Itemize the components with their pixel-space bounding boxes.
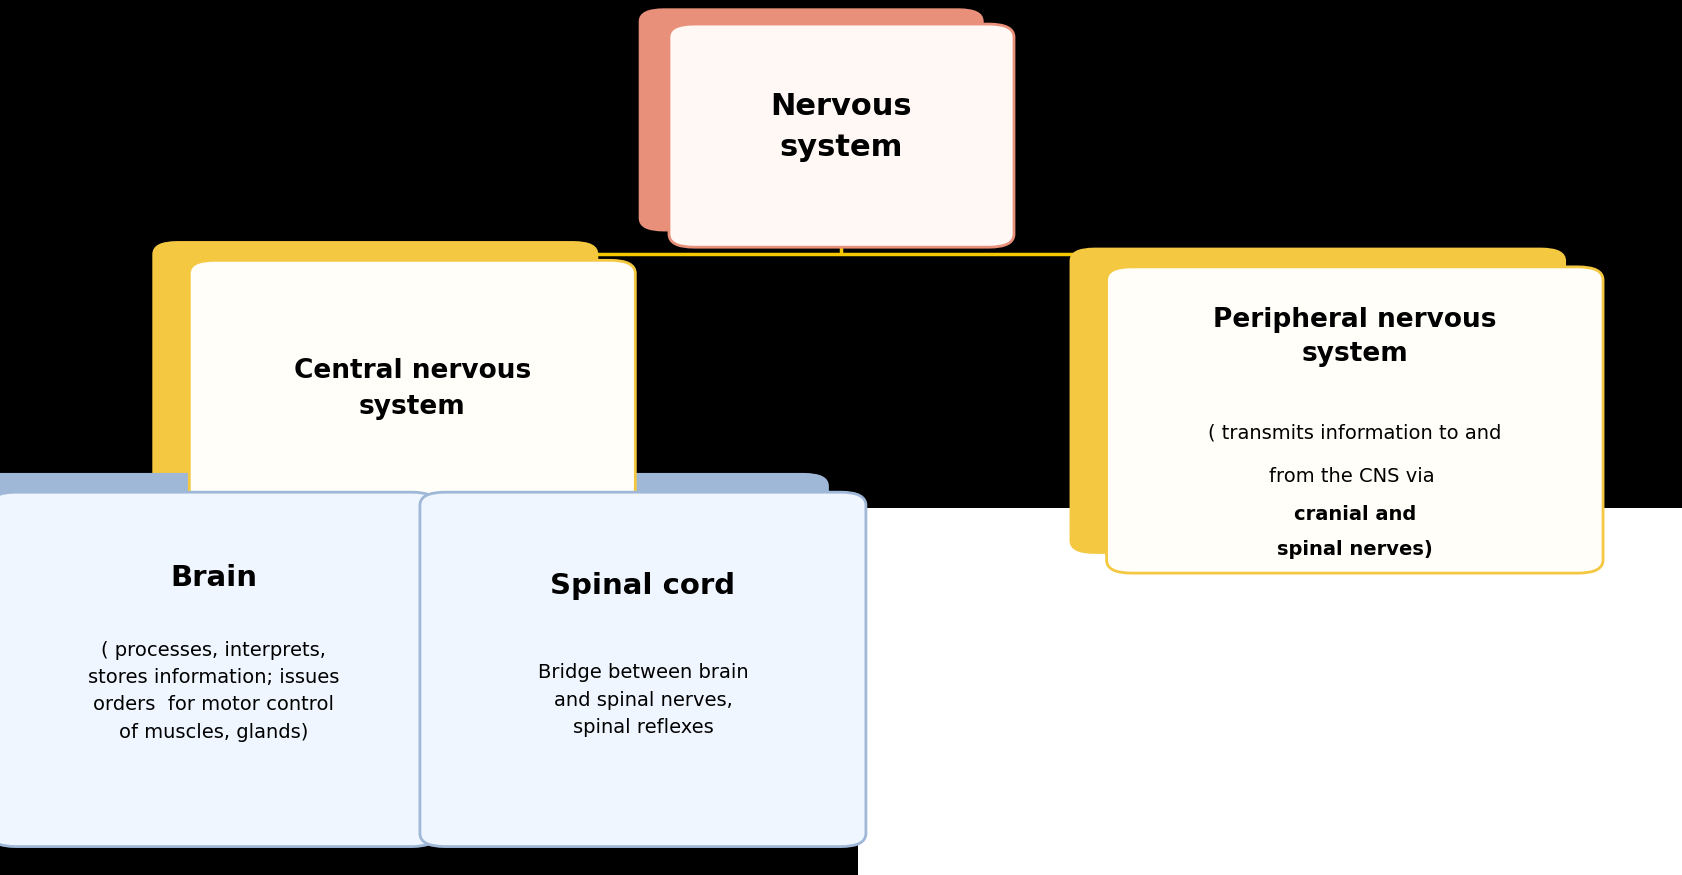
Text: Central nervous
system: Central nervous system bbox=[294, 359, 530, 420]
FancyBboxPatch shape bbox=[153, 241, 599, 516]
FancyBboxPatch shape bbox=[668, 24, 1013, 248]
FancyBboxPatch shape bbox=[383, 473, 828, 828]
Text: ( processes, interprets,
stores information; issues
orders  for motor control
of: ( processes, interprets, stores informat… bbox=[87, 640, 340, 742]
FancyBboxPatch shape bbox=[0, 492, 436, 847]
Text: Peripheral nervous
system: Peripheral nervous system bbox=[1213, 307, 1495, 367]
FancyBboxPatch shape bbox=[190, 261, 634, 536]
Text: Bridge between brain
and spinal nerves,
spinal reflexes: Bridge between brain and spinal nerves, … bbox=[537, 663, 748, 737]
Text: Brain: Brain bbox=[170, 564, 257, 592]
FancyBboxPatch shape bbox=[1070, 248, 1566, 554]
Text: from the CNS via: from the CNS via bbox=[1268, 467, 1440, 486]
FancyBboxPatch shape bbox=[1107, 267, 1601, 573]
FancyBboxPatch shape bbox=[419, 492, 865, 847]
Text: spinal nerves): spinal nerves) bbox=[1277, 540, 1431, 559]
Bar bbox=[858, 507, 1682, 875]
Text: Nervous
system: Nervous system bbox=[770, 92, 912, 162]
Text: ( transmits information to and: ( transmits information to and bbox=[1208, 424, 1500, 443]
Text: Spinal cord: Spinal cord bbox=[550, 572, 735, 600]
FancyBboxPatch shape bbox=[637, 9, 982, 232]
Text: cranial and: cranial and bbox=[1293, 505, 1415, 524]
FancyBboxPatch shape bbox=[0, 473, 400, 828]
